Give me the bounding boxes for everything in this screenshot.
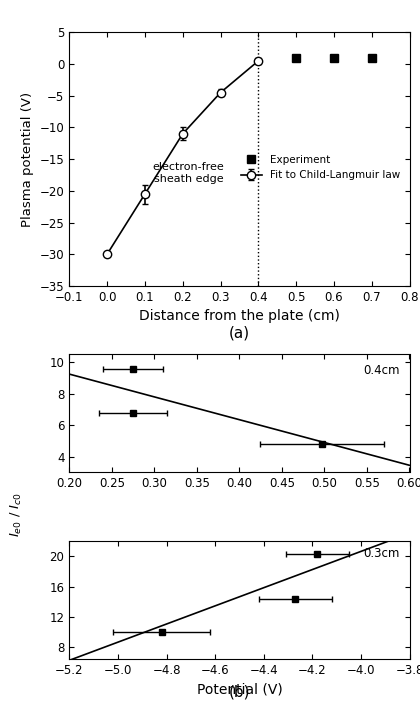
Experiment [369, 53, 374, 62]
Text: 0.3cm: 0.3cm [363, 546, 399, 559]
Text: 0.4cm: 0.4cm [363, 364, 399, 377]
Text: $I_{e0}\ /\ I_{c0}$: $I_{e0}\ /\ I_{c0}$ [9, 492, 24, 537]
Text: electron-free
sheath edge: electron-free sheath edge [152, 162, 224, 184]
Line: Experiment: Experiment [292, 54, 375, 62]
Legend: Experiment, Fit to Child-Langmuir law: Experiment, Fit to Child-Langmuir law [236, 150, 404, 184]
Y-axis label: Plasma potential (V): Plasma potential (V) [21, 91, 34, 227]
Experiment [331, 53, 336, 62]
Text: (b): (b) [228, 685, 250, 700]
Experiment [294, 53, 299, 62]
X-axis label: Distance from the plate (cm): Distance from the plate (cm) [139, 310, 340, 323]
X-axis label: Potential (V): Potential (V) [197, 683, 282, 696]
Text: (a): (a) [229, 325, 250, 341]
